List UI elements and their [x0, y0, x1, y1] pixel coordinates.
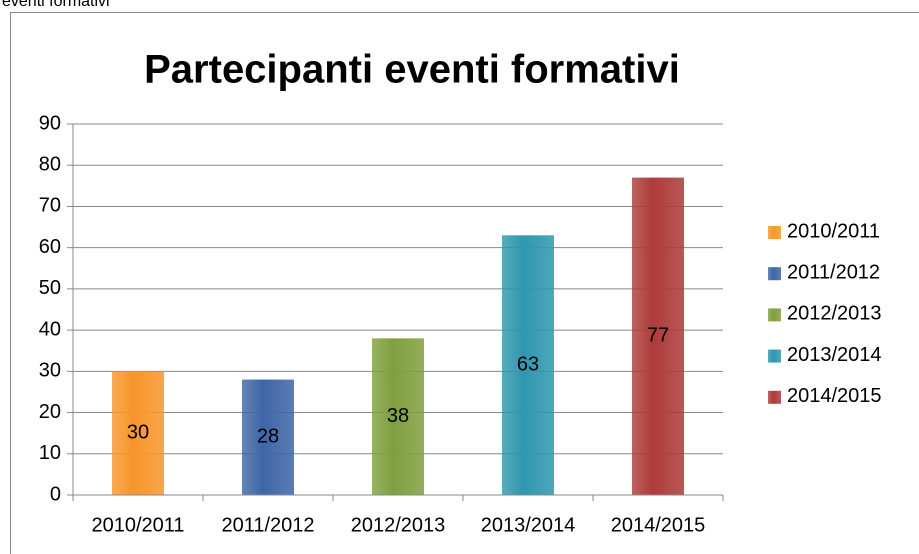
- y-tick-label: 20: [39, 401, 61, 423]
- bar: [632, 177, 684, 496]
- x-tick-label: 2010/2011: [91, 514, 184, 536]
- legend-swatch: [768, 349, 781, 363]
- chart-title: Partecipanti eventi formativi: [144, 48, 680, 92]
- legend-label: 2014/2015: [787, 385, 882, 407]
- chart-border: [10, 12, 919, 554]
- data-label: 30: [127, 421, 149, 443]
- x-tick-label: 2012/2013: [351, 514, 446, 536]
- data-label: 77: [647, 325, 669, 347]
- data-label: 63: [517, 353, 539, 375]
- y-tick-label: 40: [39, 318, 61, 340]
- y-tick-label: 90: [39, 112, 61, 134]
- legend-swatch: [768, 390, 781, 404]
- legend-label: 2011/2012: [787, 261, 880, 283]
- x-tick-label: 2013/2014: [481, 514, 576, 536]
- data-label: 38: [387, 405, 409, 427]
- legend-swatch: [768, 226, 781, 239]
- legend-swatch: [768, 267, 781, 281]
- y-tick-label: 0: [50, 483, 61, 505]
- y-tick-label: 80: [39, 154, 61, 176]
- data-label: 28: [257, 426, 279, 448]
- bar: [372, 338, 424, 495]
- legend-label: 2012/2013: [787, 303, 882, 325]
- y-tick-label: 30: [39, 360, 61, 382]
- bar: [242, 379, 294, 495]
- y-tick-label: 10: [39, 442, 61, 464]
- legend-swatch: [768, 308, 781, 322]
- legend-label: 2010/2011: [787, 220, 880, 242]
- y-tick-label: 70: [39, 195, 61, 217]
- legend-label: 2013/2014: [787, 344, 882, 366]
- x-tick-label: 2011/2012: [221, 514, 314, 536]
- bar: [112, 371, 164, 495]
- bar: [502, 235, 554, 496]
- y-tick-label: 50: [39, 277, 61, 299]
- y-tick-label: 60: [39, 236, 61, 258]
- x-tick-label: 2014/2015: [611, 514, 706, 536]
- caption: eventi formativi: [2, 0, 110, 10]
